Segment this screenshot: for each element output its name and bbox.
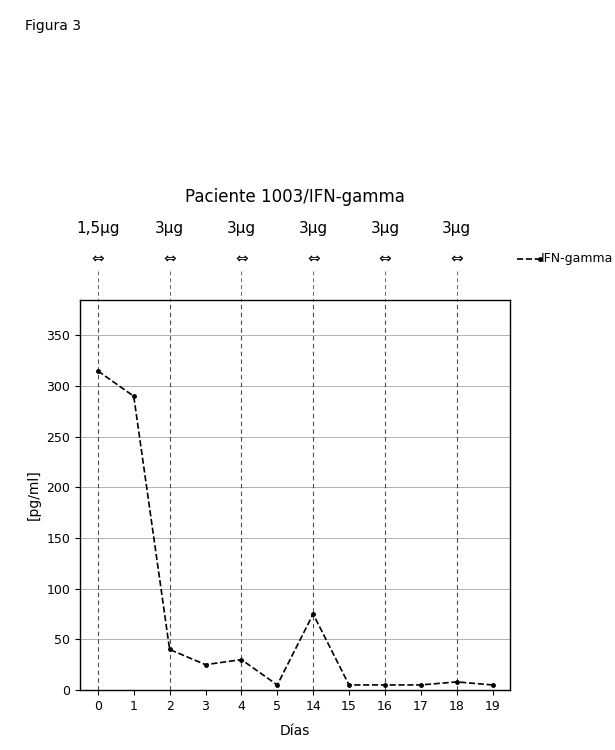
Y-axis label: [pg/ml]: [pg/ml] [27,470,41,520]
X-axis label: Días: Días [280,724,311,738]
Text: ⇔: ⇔ [92,251,105,266]
Text: ⇔: ⇔ [307,251,320,266]
Text: 3μg: 3μg [370,221,400,236]
Text: Paciente 1003/IFN-gamma: Paciente 1003/IFN-gamma [185,188,405,206]
Text: 3μg: 3μg [298,221,328,236]
Text: ⇔: ⇔ [235,251,248,266]
Text: Figura 3: Figura 3 [25,19,81,33]
Text: ⇔: ⇔ [450,251,463,266]
Text: ⇔: ⇔ [378,251,391,266]
Text: IFN-gamma: IFN-gamma [541,252,614,266]
Text: 3μg: 3μg [442,221,471,236]
Text: ⇔: ⇔ [163,251,176,266]
Text: 3μg: 3μg [227,221,256,236]
Text: 1,5μg: 1,5μg [76,221,120,236]
Text: 3μg: 3μg [155,221,184,236]
